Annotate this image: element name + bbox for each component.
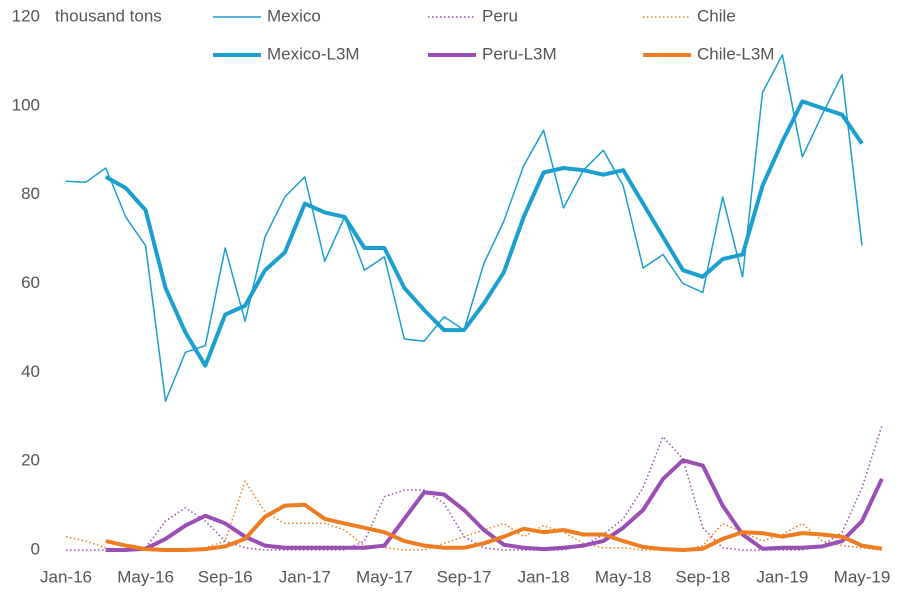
x-tick-label: Jan-16 — [40, 567, 92, 586]
series-line — [105, 502, 883, 552]
legend-label: Mexico-L3M — [267, 44, 360, 63]
legend-label: Peru — [482, 6, 518, 25]
x-tick-label: Sep-17 — [437, 567, 492, 586]
y-tick-label: 60 — [21, 273, 40, 292]
legend-label: Chile — [697, 6, 736, 25]
x-tick-label: May-16 — [117, 567, 174, 586]
legend-label: Peru-L3M — [482, 44, 557, 63]
x-tick-label: May-18 — [595, 567, 652, 586]
series-line — [104, 99, 864, 368]
x-tick-label: Jan-18 — [518, 567, 570, 586]
series-line — [105, 458, 884, 552]
y-tick-label: 0 — [31, 539, 40, 558]
x-tick-label: May-17 — [356, 567, 413, 586]
y-tick-label: 20 — [21, 451, 40, 470]
x-tick-label: Sep-18 — [675, 567, 730, 586]
y-tick-label: 40 — [21, 362, 40, 381]
y-tick-label: 80 — [21, 184, 40, 203]
y-tick-label: 100 — [12, 95, 40, 114]
x-tick-label: Jan-19 — [756, 567, 808, 586]
x-tick-label: May-19 — [834, 567, 891, 586]
x-tick-label: Sep-16 — [198, 567, 253, 586]
y-tick-label: 120 — [12, 6, 40, 25]
x-tick-label: Jan-17 — [279, 567, 331, 586]
legend-label: Mexico — [267, 6, 321, 25]
series-line — [65, 54, 863, 402]
series-line — [65, 480, 882, 551]
legend-label: Chile-L3M — [697, 44, 774, 63]
y-axis-label: thousand tons — [55, 6, 162, 25]
